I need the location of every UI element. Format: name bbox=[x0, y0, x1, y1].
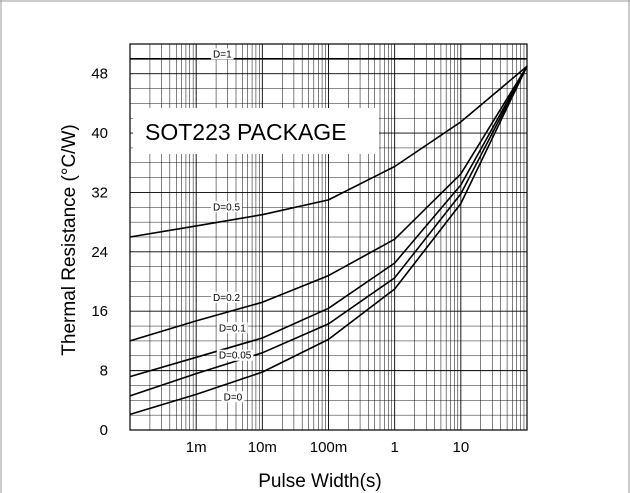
series-label-bg bbox=[216, 349, 254, 361]
plot-area-border bbox=[129, 43, 528, 431]
y-tick-label: 48 bbox=[91, 66, 108, 83]
y-tick-label: 24 bbox=[91, 244, 108, 261]
series-line-D-0-05 bbox=[129, 65, 528, 397]
series-labels: D=1 D=0.5 D=0.2 D=0.1 D=0.05 D=0 bbox=[211, 48, 254, 403]
series-line-D-0-1 bbox=[129, 65, 528, 378]
series-label: D=0 bbox=[224, 392, 243, 403]
series-label: D=1 bbox=[213, 49, 232, 60]
x-tick-label: 10m bbox=[248, 439, 277, 456]
series-line-D-0 bbox=[129, 65, 528, 416]
series-label-bg bbox=[211, 48, 234, 60]
series-label-bg bbox=[211, 291, 243, 303]
x-tick-label: 100m bbox=[310, 439, 348, 456]
y-tick-label: 0 bbox=[100, 422, 108, 439]
y-tick-labels: 0 8 16 24 32 40 48 bbox=[91, 66, 108, 439]
x-tick-label: 10 bbox=[452, 439, 469, 456]
series-label: D=0.5 bbox=[213, 202, 240, 213]
y-tick-label: 32 bbox=[91, 184, 108, 201]
x-axis-label: Pulse Width(s) bbox=[258, 471, 382, 492]
series-line-D-0-2 bbox=[129, 65, 528, 342]
x-tick-labels: 1m 10m 100m 1 10 bbox=[186, 439, 469, 456]
series-label-bg bbox=[211, 201, 243, 213]
series-label: D=0.05 bbox=[219, 351, 252, 362]
annotation-text: SOT223 PACKAGE bbox=[145, 119, 347, 145]
package-annotation: SOT223 PACKAGE bbox=[133, 108, 379, 154]
series-lines bbox=[129, 57, 528, 416]
series-label: D=0.1 bbox=[219, 323, 246, 334]
y-axis-label: Thermal Resistance (°C/W) bbox=[59, 124, 80, 355]
series-label-bg bbox=[216, 322, 248, 334]
x-tick-label: 1m bbox=[186, 439, 207, 456]
series-line-D-0-5 bbox=[129, 65, 528, 238]
y-tick-label: 8 bbox=[100, 363, 108, 380]
series-label-bg bbox=[221, 391, 245, 403]
y-tick-label: 16 bbox=[91, 303, 108, 320]
y-tick-label: 40 bbox=[91, 125, 108, 142]
x-tick-label: 1 bbox=[390, 439, 398, 456]
annotation-box bbox=[133, 108, 379, 154]
series-label: D=0.2 bbox=[213, 293, 240, 304]
